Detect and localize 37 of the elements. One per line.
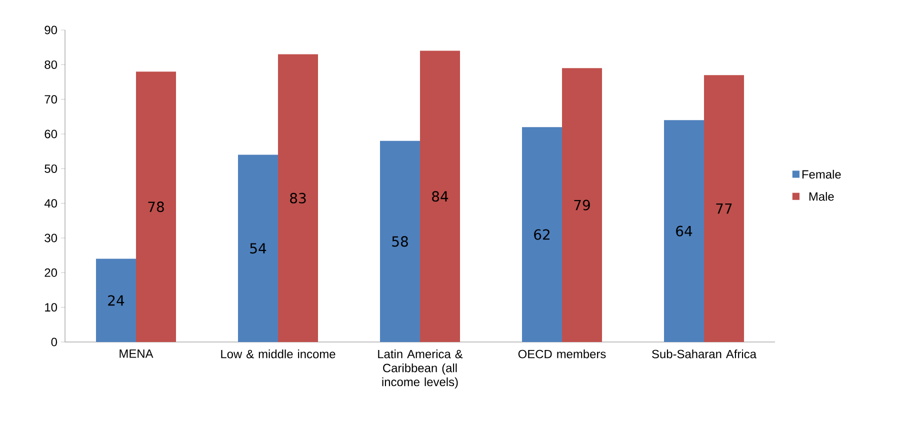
data-label: 62 bbox=[534, 229, 550, 240]
data-label: 24 bbox=[108, 295, 124, 306]
y-tick-label: 90 bbox=[44, 26, 58, 34]
bar bbox=[704, 75, 744, 342]
bar bbox=[238, 154, 278, 342]
data-label: 78 bbox=[148, 202, 164, 212]
y-tick-label: 20 bbox=[44, 268, 58, 277]
data-label: 54 bbox=[250, 243, 266, 254]
data-label: 79 bbox=[574, 200, 590, 210]
x-tick-label: MENA bbox=[120, 350, 154, 358]
data-label: 77 bbox=[716, 203, 732, 214]
y-tick-label: 70 bbox=[44, 95, 58, 104]
x-tick-label: Latin America & Caribbean (all income levels) bbox=[378, 350, 463, 389]
bar bbox=[522, 127, 562, 342]
y-tick-label: 10 bbox=[45, 303, 58, 312]
legend-label: Male bbox=[809, 192, 834, 201]
x-tick-label: Low & middle income bbox=[221, 350, 336, 358]
bar bbox=[96, 258, 136, 342]
legend-label: Female bbox=[802, 170, 841, 179]
bar bbox=[664, 120, 704, 342]
x-tick-label: OECD members bbox=[518, 350, 606, 358]
bar bbox=[136, 72, 176, 342]
bar bbox=[380, 140, 420, 342]
y-tick-label: 50 bbox=[44, 164, 58, 173]
y-tick-label: 40 bbox=[44, 199, 58, 208]
y-tick-label: 30 bbox=[44, 234, 58, 242]
bar bbox=[420, 50, 460, 342]
data-label: 64 bbox=[676, 226, 692, 236]
data-label: 58 bbox=[392, 236, 408, 247]
y-tick-label: 0 bbox=[51, 338, 58, 346]
y-tick-label: 60 bbox=[44, 130, 58, 138]
data-label: 84 bbox=[432, 191, 448, 202]
bar bbox=[562, 68, 602, 342]
x-tick-label: Sub-Saharan Africa bbox=[652, 350, 756, 358]
data-label: 83 bbox=[290, 192, 306, 204]
y-tick-label: 80 bbox=[44, 60, 58, 69]
bar bbox=[278, 54, 318, 342]
